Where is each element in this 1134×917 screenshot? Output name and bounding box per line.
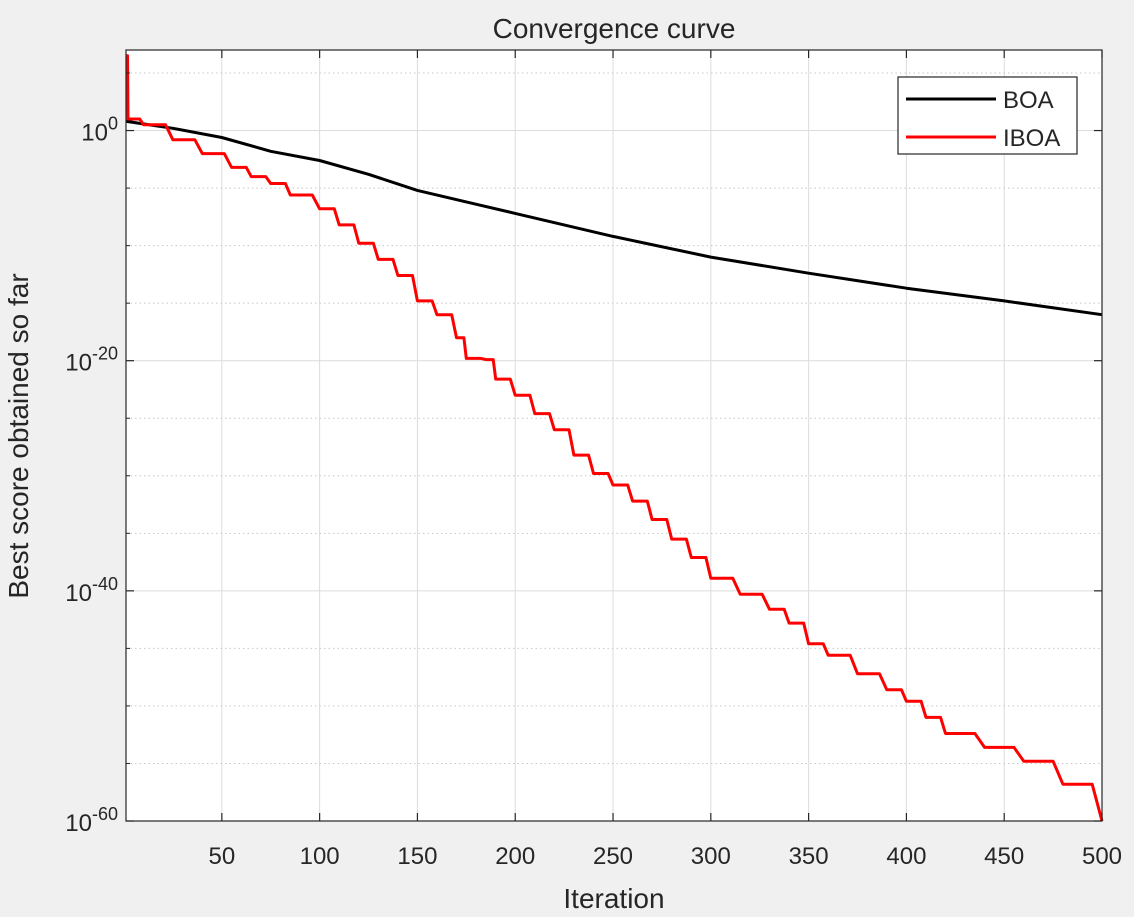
x-tick-label: 400 — [886, 843, 926, 870]
x-tick-label: 300 — [691, 843, 731, 870]
x-tick-label: 250 — [593, 843, 633, 870]
x-tick-label: 100 — [300, 843, 340, 870]
x-tick-label: 50 — [208, 843, 235, 870]
series-lines — [125, 54, 1104, 822]
y-tick-label: 10-20 — [65, 344, 118, 377]
y-tick-label: 10-60 — [65, 804, 118, 837]
y-tick-label: 100 — [81, 114, 118, 147]
legend: BOA IBOA — [897, 76, 1078, 155]
series-line-iboa — [126, 54, 1104, 822]
chart-title: Convergence curve — [493, 13, 736, 44]
legend-box — [897, 76, 1078, 155]
legend-label-boa: BOA — [1003, 87, 1054, 114]
axis-ticks: 50 100 150 200 250 300 350 400 450 500 100 10-20 10-… — [65, 50, 1122, 870]
x-tick-label: 200 — [495, 843, 535, 870]
y-tick-label: 10-40 — [65, 574, 118, 607]
y-axis-label: Best score obtained so far — [3, 273, 34, 598]
legend-label-iboa: IBOA — [1003, 125, 1060, 152]
series-line-boa — [125, 119, 1103, 317]
x-tick-label: 350 — [789, 843, 829, 870]
x-axis-label: Iteration — [563, 883, 664, 914]
plot-frame — [125, 49, 1103, 822]
x-tick-label: 150 — [397, 843, 437, 870]
plot-area — [126, 50, 1102, 821]
x-tick-label: 450 — [984, 843, 1024, 870]
x-tick-label: 500 — [1082, 843, 1122, 870]
